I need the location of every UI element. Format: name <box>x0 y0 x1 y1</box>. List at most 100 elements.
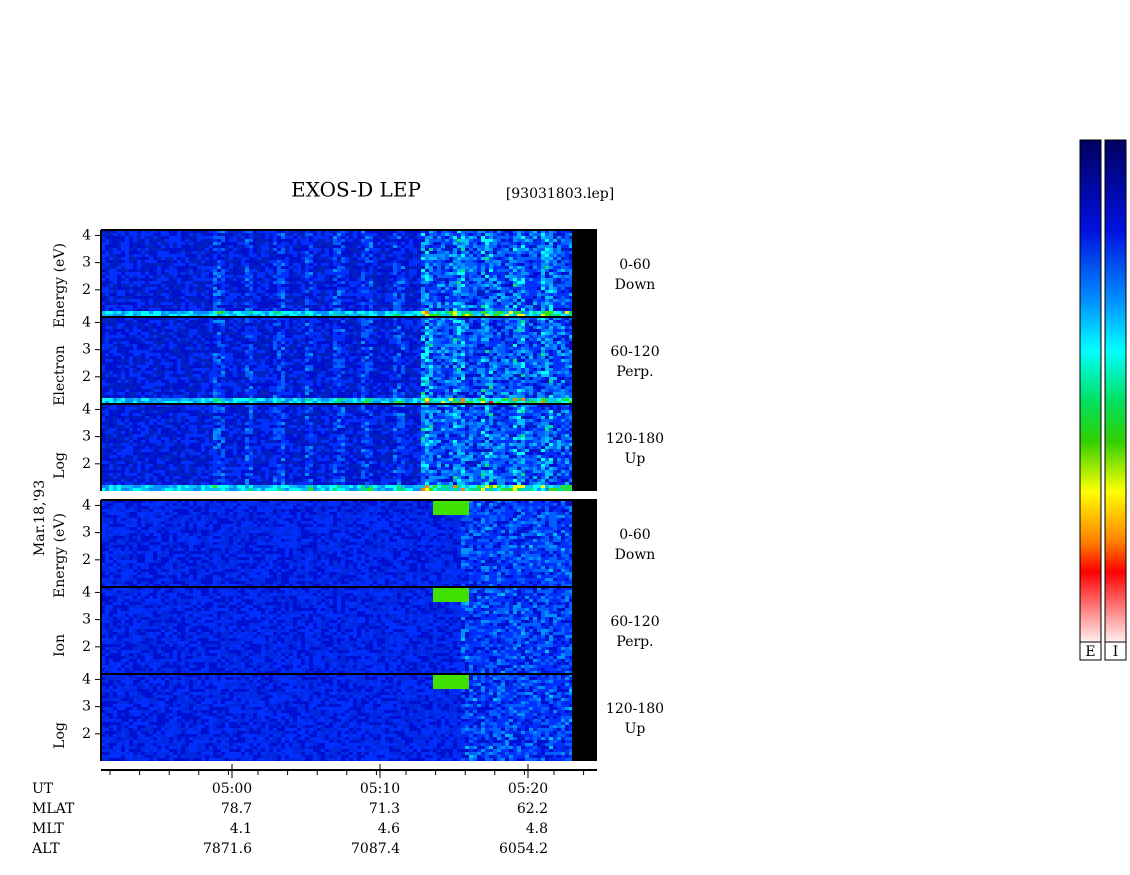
spectrogram-cell <box>429 398 433 401</box>
spectrogram-cell <box>177 317 181 320</box>
spectrogram-cell <box>105 398 109 401</box>
spectrogram-cell <box>281 359 285 362</box>
spectrogram-cell <box>477 269 481 272</box>
spectrogram-cell <box>445 269 449 272</box>
spectrogram-cell <box>445 305 449 308</box>
spectrogram-cell <box>537 314 541 317</box>
spectrogram-cell <box>477 293 481 296</box>
spectrogram-cell <box>473 344 477 347</box>
spectrogram-cell <box>129 368 133 371</box>
spectrogram-cell <box>153 308 157 311</box>
spectrogram-cell <box>389 329 393 332</box>
spectrogram-cell <box>165 365 169 368</box>
spectrogram-cell <box>433 302 437 305</box>
spectrogram-cell <box>285 284 289 287</box>
spectrogram-cell <box>145 263 149 266</box>
spectrogram-cell <box>125 257 129 260</box>
spectrogram-cell <box>565 311 569 314</box>
spectrogram-cell <box>221 230 225 233</box>
spectrogram-cell <box>525 302 529 305</box>
spectrogram-cell <box>281 362 285 365</box>
spectrogram-cell <box>341 347 345 350</box>
spectrogram-cell <box>221 386 225 389</box>
spectrogram-cell <box>305 308 309 311</box>
spectrogram-cell <box>561 293 565 296</box>
spectrogram-cell <box>305 365 309 368</box>
spectrogram-cell <box>165 386 169 389</box>
spectrogram-cell <box>149 356 153 359</box>
spectrogram-cell <box>205 320 209 323</box>
spectrogram-cell <box>413 311 417 314</box>
spectrogram-cell <box>197 344 201 347</box>
spectrogram-cell <box>429 302 433 305</box>
spectrogram-cell <box>305 359 309 362</box>
spectrogram-cell <box>393 308 397 311</box>
spectrogram-cell <box>109 389 113 392</box>
spectrogram-cell <box>189 401 193 404</box>
spectrogram-cell <box>117 323 121 326</box>
spectrogram-cell <box>369 278 373 281</box>
spectrogram-cell <box>469 233 473 236</box>
spectrogram-cell <box>357 296 361 299</box>
spectrogram-cell <box>433 272 437 275</box>
spectrogram-cell <box>169 254 173 257</box>
spectrogram-cell <box>297 356 301 359</box>
spectrogram-cell <box>129 347 133 350</box>
spectrogram-cell <box>441 233 445 236</box>
spectrogram-cell <box>125 335 129 338</box>
spectrogram-cell <box>429 386 433 389</box>
spectrogram-cell <box>569 290 573 293</box>
spectrogram-cell <box>141 320 145 323</box>
spectrogram-cell <box>213 401 217 404</box>
spectrogram-cell <box>429 323 433 326</box>
spectrogram-cell <box>221 239 225 242</box>
spectrogram-cell <box>537 284 541 287</box>
spectrogram-cell <box>561 284 565 287</box>
spectrogram-cell <box>345 353 349 356</box>
spectrogram-cell <box>297 236 301 239</box>
spectrogram-cell <box>317 365 321 368</box>
spectrogram-cell <box>321 287 325 290</box>
spectrogram-cell <box>149 257 153 260</box>
spectrogram-cell <box>425 371 429 374</box>
spectrogram-cell <box>365 398 369 401</box>
spectrogram-cell <box>289 359 293 362</box>
spectrogram-cell <box>301 377 305 380</box>
spectrogram-cell <box>317 398 321 401</box>
spectrogram-cell <box>273 386 277 389</box>
spectrogram-cell <box>469 332 473 335</box>
spectrogram-cell <box>253 311 257 314</box>
spectrogram-cell <box>441 386 445 389</box>
spectrogram-cell <box>509 314 513 317</box>
spectrogram-cell <box>469 326 473 329</box>
spectrogram-cell <box>221 326 225 329</box>
spectrogram-cell <box>357 272 361 275</box>
spectrogram-cell <box>213 326 217 329</box>
spectrogram-cell <box>325 239 329 242</box>
spectrogram-cell <box>349 359 353 362</box>
spectrogram-cell <box>485 317 489 320</box>
spectrogram-cell <box>121 320 125 323</box>
spectrogram-cell <box>477 326 481 329</box>
spectrogram-cell <box>441 269 445 272</box>
spectrogram-cell <box>161 362 165 365</box>
spectrogram-cell <box>141 344 145 347</box>
spectrogram-cell <box>217 257 221 260</box>
spectrogram-cell <box>273 278 277 281</box>
spectrogram-cell <box>433 380 437 383</box>
spectrogram-cell <box>193 284 197 287</box>
spectrogram-cell <box>113 353 117 356</box>
spectrogram-cell <box>365 305 369 308</box>
spectrogram-cell <box>113 242 117 245</box>
spectrogram-cell <box>425 353 429 356</box>
spectrogram-cell <box>421 281 425 284</box>
spectrogram-cell <box>265 353 269 356</box>
spectrogram-cell <box>457 263 461 266</box>
spectrogram-cell <box>169 242 173 245</box>
spectrogram-cell <box>489 263 493 266</box>
spectrogram-cell <box>377 314 381 317</box>
spectrogram-cell <box>269 365 273 368</box>
spectrogram-cell <box>333 341 337 344</box>
spectrogram-cell <box>217 383 221 386</box>
spectrogram-cell <box>349 380 353 383</box>
